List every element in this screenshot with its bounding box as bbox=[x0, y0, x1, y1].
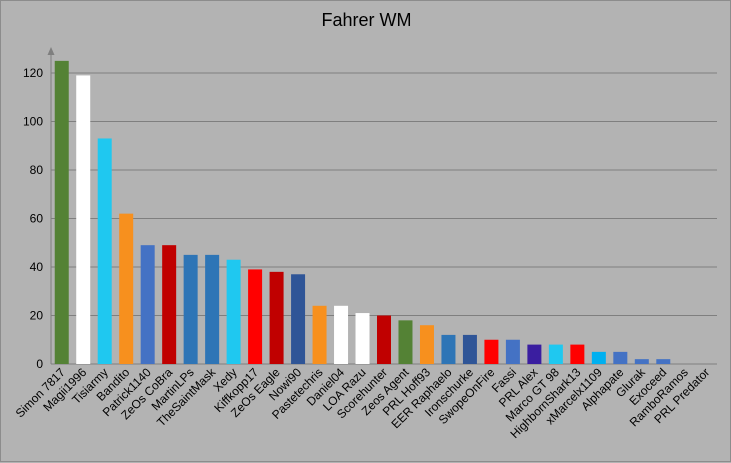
bar bbox=[377, 315, 391, 364]
bar bbox=[248, 269, 263, 364]
y-tick-label: 100 bbox=[23, 115, 43, 129]
bar bbox=[419, 325, 434, 364]
bar bbox=[334, 305, 349, 364]
bar bbox=[656, 359, 671, 364]
bar bbox=[226, 259, 241, 364]
bar bbox=[634, 359, 649, 364]
bar bbox=[398, 320, 413, 364]
bar bbox=[591, 351, 606, 364]
bar bbox=[548, 344, 563, 364]
bar bbox=[570, 344, 585, 364]
bar bbox=[205, 254, 220, 364]
y-tick-label: 60 bbox=[30, 212, 44, 226]
y-tick-label: 120 bbox=[23, 66, 43, 80]
bar bbox=[484, 339, 499, 364]
bar bbox=[312, 305, 327, 364]
bar bbox=[119, 213, 134, 364]
y-tick-label: 40 bbox=[30, 260, 44, 274]
bar bbox=[76, 75, 91, 365]
y-tick-label: 0 bbox=[36, 357, 43, 371]
bar bbox=[527, 344, 542, 364]
y-axis-arrow bbox=[47, 47, 55, 55]
y-tick-label: 20 bbox=[30, 309, 44, 323]
bar bbox=[462, 334, 477, 364]
bar bbox=[505, 339, 520, 364]
bar bbox=[441, 334, 456, 364]
bar bbox=[183, 254, 198, 364]
bar bbox=[269, 271, 284, 364]
bar bbox=[291, 274, 306, 364]
bar bbox=[613, 351, 628, 364]
bar bbox=[54, 60, 69, 364]
bar bbox=[140, 245, 155, 364]
bar bbox=[97, 138, 112, 364]
bar bbox=[162, 245, 177, 364]
y-tick-label: 80 bbox=[30, 163, 44, 177]
bar bbox=[355, 313, 370, 364]
chart-title: Fahrer WM bbox=[321, 10, 412, 30]
